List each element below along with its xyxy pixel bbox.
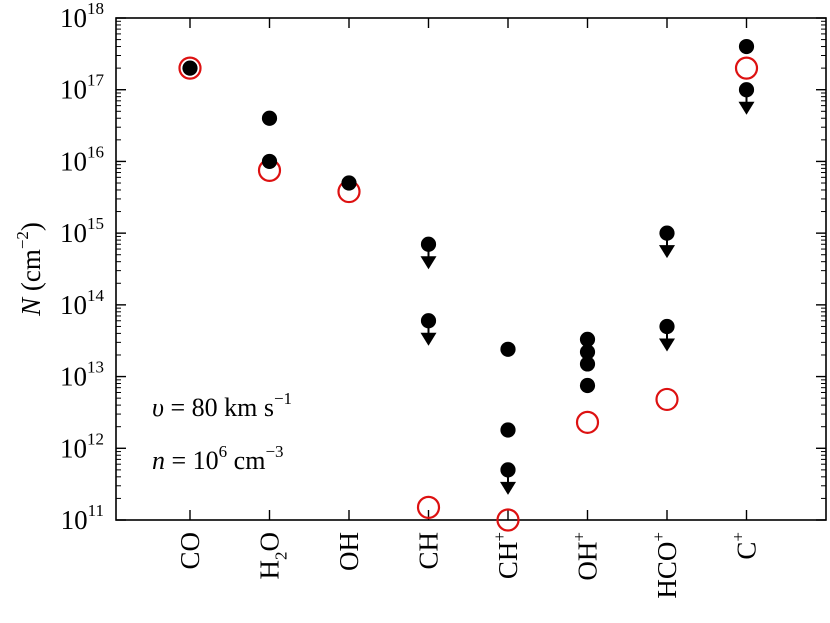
model-point (734, 56, 759, 80)
x-category-label: CH+ (490, 532, 523, 579)
upper-limit-arrow (420, 256, 437, 270)
axis-ticks (116, 17, 826, 521)
annotations: υ = 80 km s−1 n = 106 cm−3 (152, 389, 292, 475)
x-tick-labels: CO H2O OH CH CH+ OH+ HCO+ C+ (175, 532, 762, 599)
model-point (655, 387, 679, 412)
annotation-2: n = 106 cm−3 (152, 442, 284, 475)
observed-point (500, 341, 516, 357)
annotation-1: υ = 80 km s−1 (152, 389, 292, 422)
data-marks (178, 38, 759, 532)
observed-point (738, 38, 755, 55)
x-category-label: OH (334, 532, 364, 571)
observed-point (182, 60, 198, 76)
model-point (575, 410, 600, 434)
y-tick-label: 1011 (61, 501, 104, 535)
observed-point (579, 331, 596, 347)
x-category-label: CO (175, 532, 205, 570)
observed-upper-limit-point (420, 236, 437, 252)
y-tick-label: 1014 (60, 286, 105, 320)
model-point (496, 508, 520, 532)
plot-frame (115, 17, 827, 521)
x-category-label: C+ (729, 532, 762, 560)
observed-point (579, 377, 596, 394)
x-category-label: H2O (255, 532, 291, 580)
observed-point (500, 422, 516, 438)
y-axis-title: N (cm−2) (13, 222, 46, 317)
observed-point (579, 356, 596, 372)
y-tick-label: 1016 (60, 142, 104, 176)
observed-point (341, 175, 357, 191)
model-point (416, 495, 441, 519)
upper-limit-arrow (738, 101, 755, 115)
upper-limit-arrow (659, 338, 675, 352)
observed-point (261, 153, 278, 170)
model-point (178, 56, 202, 80)
upper-limit-arrow (659, 245, 675, 259)
y-tick-label: 1018 (60, 0, 104, 33)
upper-limit-arrow (420, 332, 437, 346)
y-tick-label: 1013 (60, 358, 104, 392)
y-tick-label: 1015 (60, 214, 104, 248)
observed-point (261, 110, 278, 126)
y-axis-label: N (cm−2) (13, 222, 46, 317)
observed-point (579, 344, 596, 360)
y-tick-label: 1017 (60, 71, 105, 105)
x-category-label: HCO+ (649, 532, 682, 599)
x-category-label: OH+ (570, 532, 603, 581)
y-tick-labels: 1011 1012 1013 1014 1015 1016 1017 1018 (60, 0, 105, 535)
upper-limit-arrow (500, 481, 516, 495)
y-tick-label: 1012 (60, 429, 104, 463)
x-category-label: CH (414, 532, 444, 570)
